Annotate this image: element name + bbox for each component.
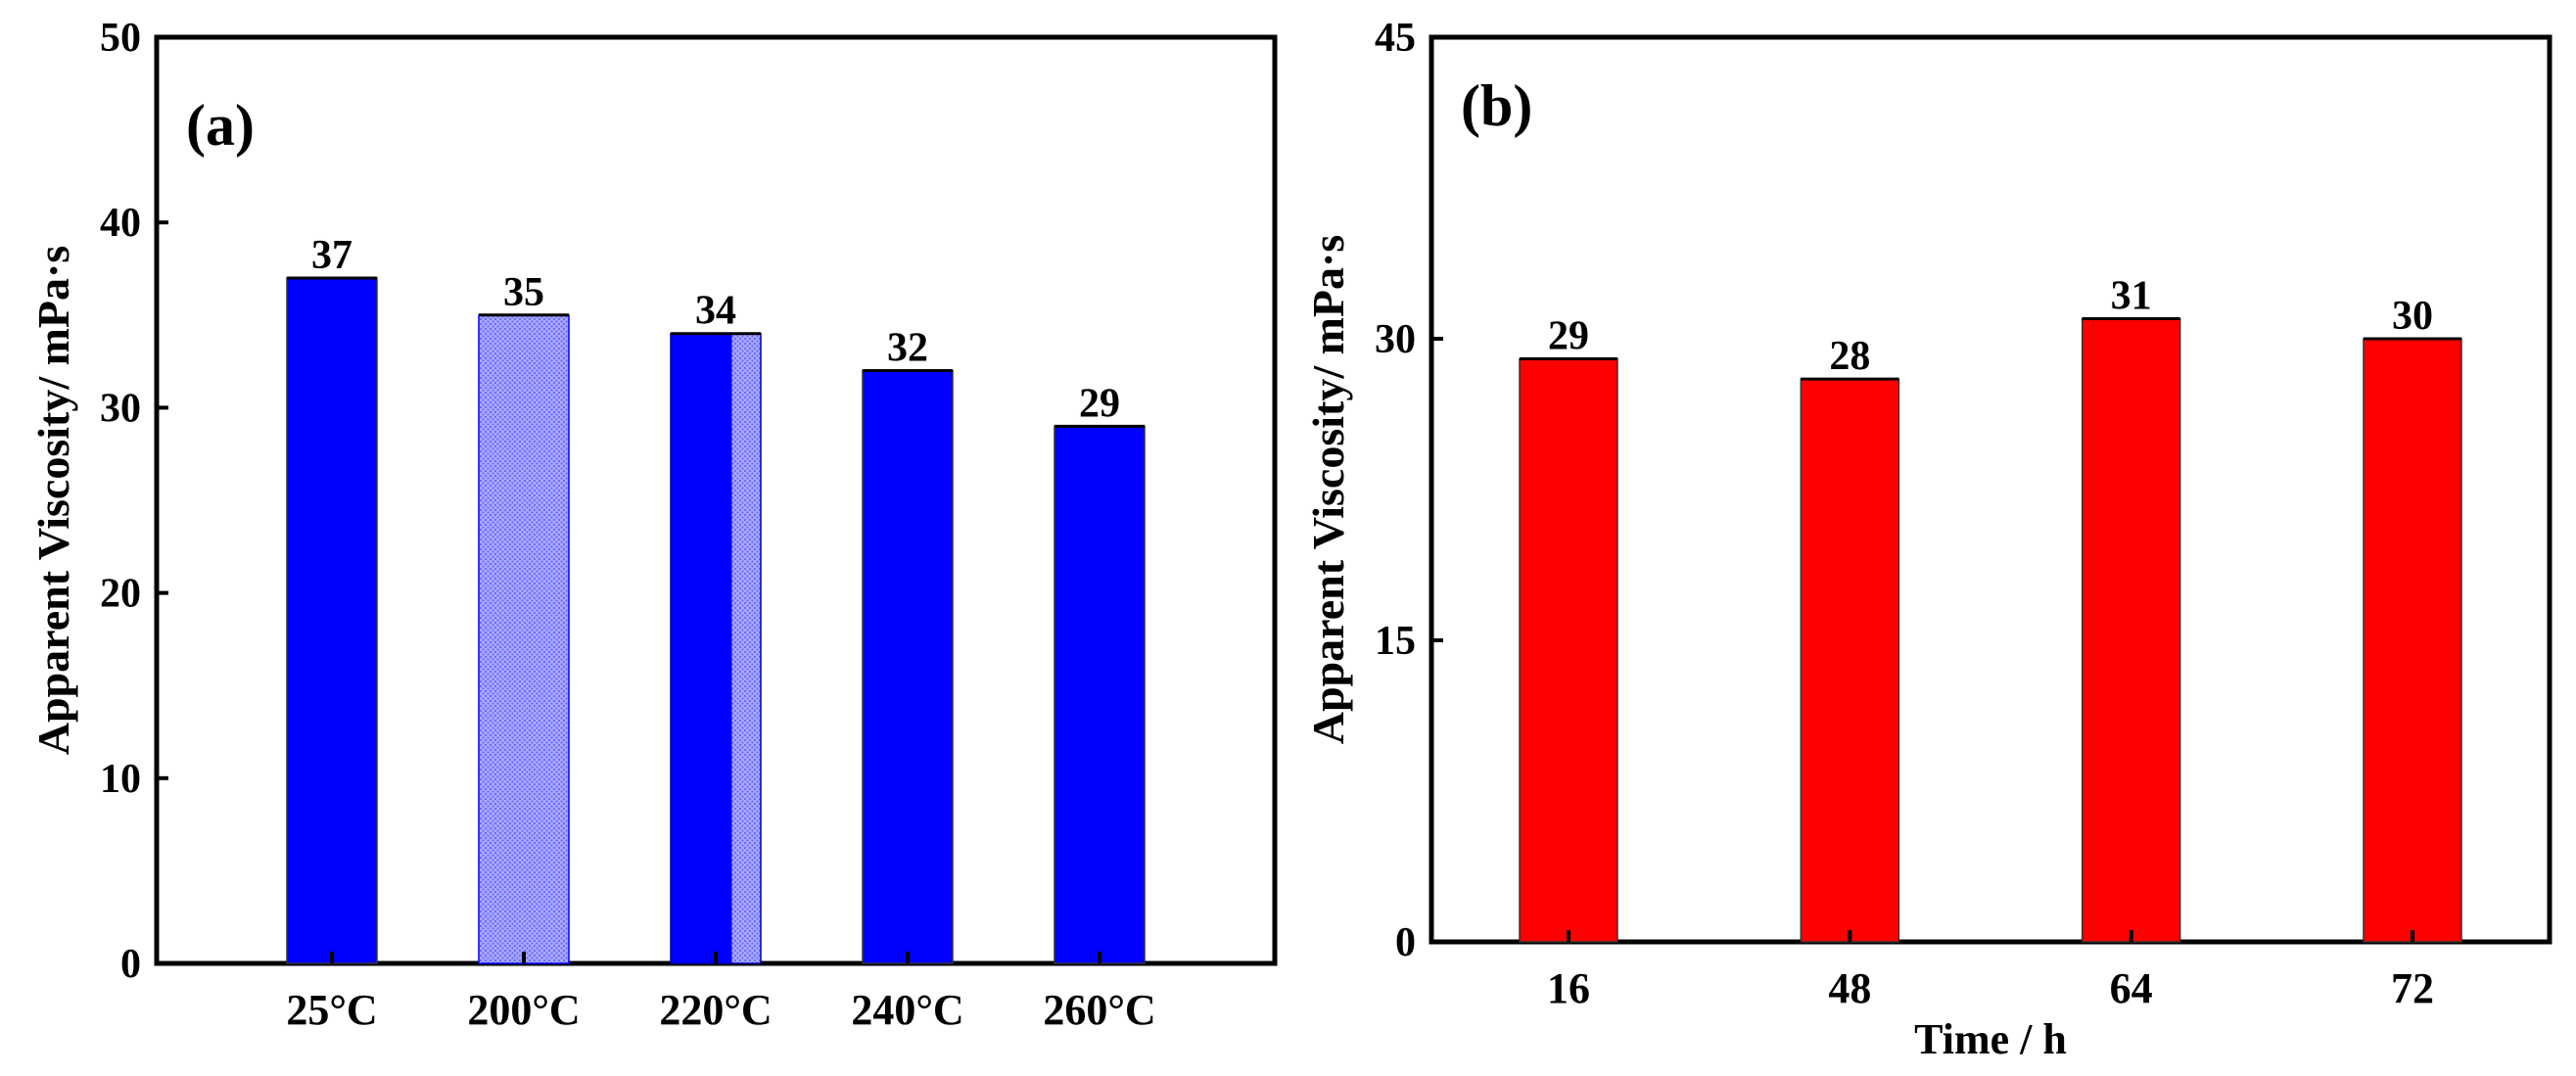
bar-fill	[2081, 317, 2181, 943]
y-axis-ticks-b: 0 15 30 45	[1375, 16, 1443, 965]
data-label: 34	[695, 289, 736, 334]
data-label: 35	[503, 270, 544, 315]
bar-fill	[1054, 425, 1146, 964]
y-tick-label: 10	[100, 757, 141, 802]
chart-panel-b: (b) Apparent Viscosity/ mPa·s Time / h 0…	[1303, 16, 2553, 1063]
data-label: 28	[1829, 334, 1870, 379]
category-label: 260°C	[1043, 986, 1155, 1034]
category-label: 48	[1828, 964, 1871, 1012]
y-tick-label: 30	[100, 386, 141, 431]
data-labels-b: 29 28 31 30	[1548, 273, 2433, 379]
bar-fill	[671, 333, 732, 964]
bar-fill	[862, 369, 954, 964]
category-labels-b: 16 48 64 72	[1547, 930, 2434, 1012]
y-tick-label: 15	[1375, 619, 1416, 664]
bar	[2081, 316, 2181, 943]
data-label: 32	[887, 326, 928, 371]
bar-fill-hatched	[731, 333, 761, 964]
y-tick-label: 45	[1375, 16, 1416, 61]
y-tick-label: 30	[1375, 317, 1416, 362]
y-axis-label-a: Apparent Viscosity/ mPa·s	[28, 246, 78, 756]
category-labels-a: 25°C 200°C 220°C 240°C 260°C	[286, 952, 1156, 1034]
y-tick-label: 50	[100, 16, 141, 61]
data-labels-a: 37 35 34 32 29	[311, 233, 1120, 426]
bar-fill	[2363, 338, 2462, 943]
category-label: 64	[2110, 964, 2153, 1012]
bar	[1054, 424, 1146, 964]
bar	[862, 369, 954, 964]
category-label: 240°C	[851, 986, 963, 1034]
bar	[670, 332, 762, 964]
bar	[286, 276, 378, 964]
data-label: 29	[1548, 314, 1589, 359]
category-label: 72	[2391, 964, 2434, 1012]
data-label: 29	[1079, 381, 1120, 426]
bar	[478, 313, 570, 964]
panel-label-a: (a)	[186, 93, 255, 158]
plot-frame-b	[1429, 34, 2553, 945]
bar-fill	[1519, 357, 1618, 943]
category-label: 220°C	[659, 986, 772, 1034]
category-label: 16	[1547, 964, 1590, 1012]
bar	[2363, 337, 2462, 943]
y-axis-label-b: Apparent Viscosity/ mPa·s	[1303, 235, 1353, 745]
y-tick-label: 40	[100, 201, 141, 246]
bar-fill	[286, 277, 378, 964]
bars-a	[286, 276, 1146, 964]
chart-panel-a: (a) Apparent Viscosity/ mPa·s 0 10 20 30 40 5…	[28, 16, 1278, 1034]
category-label: 25°C	[286, 986, 377, 1034]
data-label: 37	[311, 233, 352, 278]
panel-label-b: (b)	[1461, 73, 1532, 138]
bar	[1800, 377, 1900, 943]
y-axis-ticks-a: 0 10 20 30 40 50	[100, 16, 168, 987]
bars-b	[1519, 316, 2462, 943]
category-label: 200°C	[467, 986, 580, 1034]
y-tick-label: 0	[1395, 920, 1416, 965]
bar-fill	[1800, 378, 1900, 943]
data-label: 31	[2111, 273, 2152, 318]
data-label: 30	[2392, 294, 2433, 339]
bar-fill	[478, 314, 570, 964]
bar	[1519, 357, 1618, 943]
x-axis-label-b: Time / h	[1914, 1015, 2067, 1063]
y-tick-label: 0	[120, 942, 141, 987]
y-tick-label: 20	[100, 572, 141, 617]
